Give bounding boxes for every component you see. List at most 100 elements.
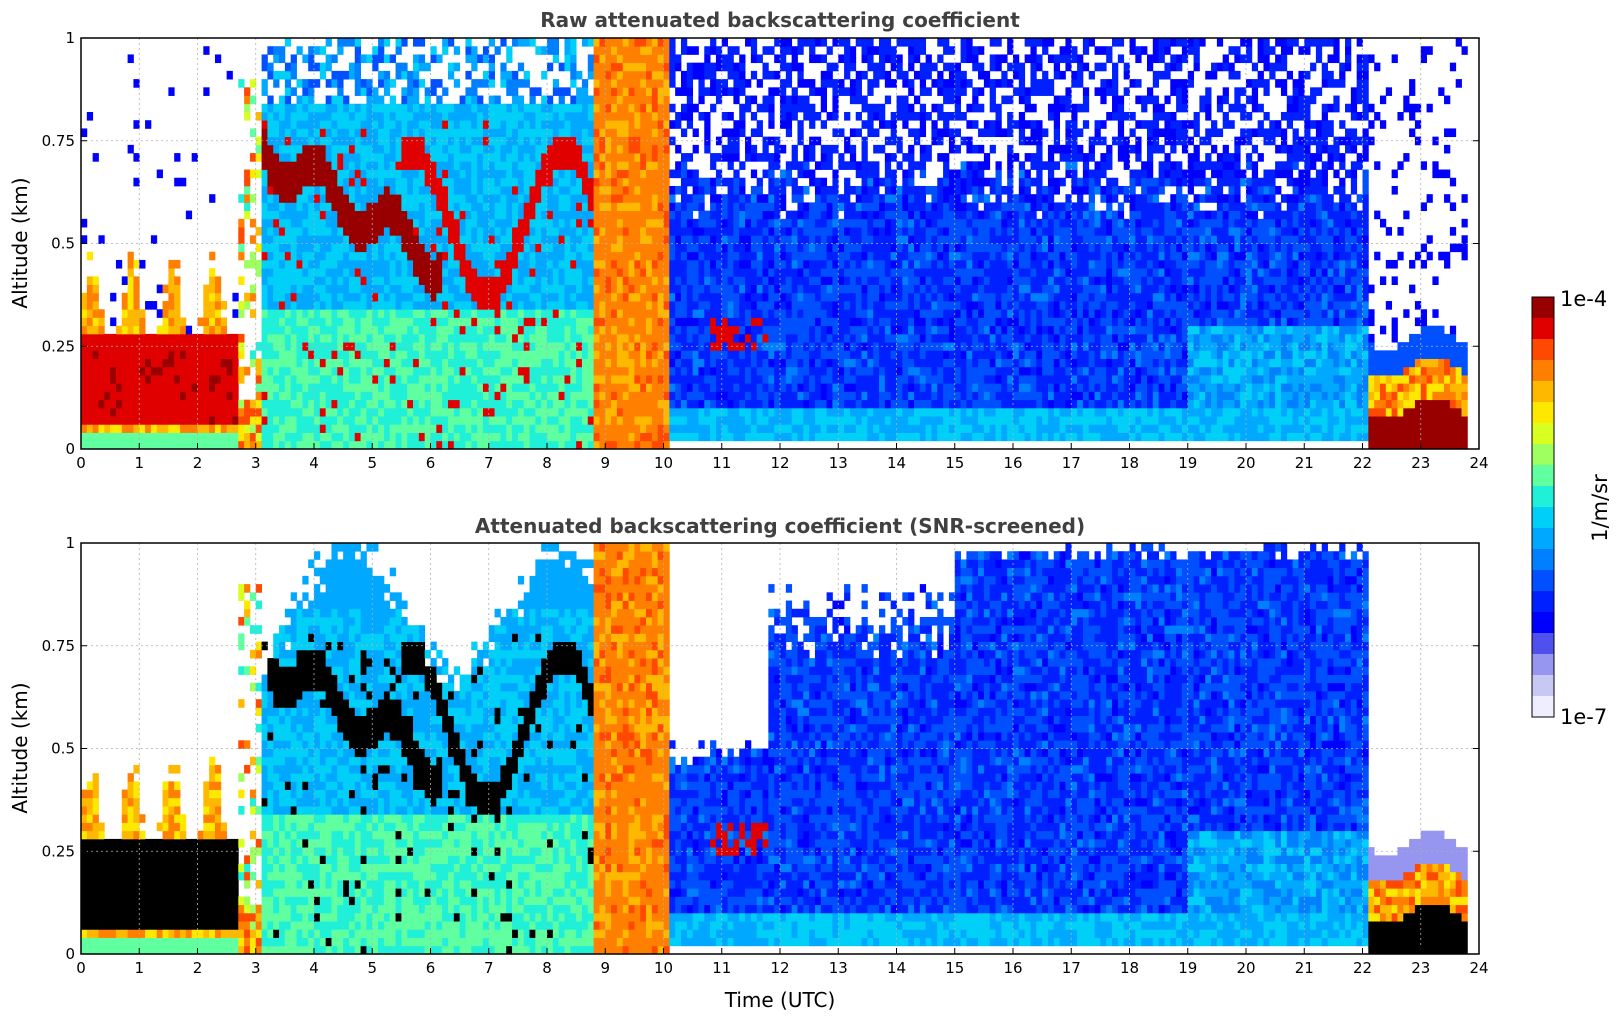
heatmap-cell — [552, 87, 560, 96]
heatmap-cell — [401, 111, 408, 121]
heatmap-cell — [651, 416, 659, 425]
heatmap-cell — [249, 251, 257, 261]
heatmap-cell — [494, 399, 501, 409]
heatmap-cell — [191, 350, 198, 359]
heatmap-cell — [209, 407, 216, 417]
heatmap-cell — [191, 333, 198, 343]
heatmap-cell — [541, 416, 548, 425]
heatmap-cell — [780, 333, 787, 343]
heatmap-cell — [360, 284, 367, 294]
heatmap-cell — [325, 440, 332, 449]
heatmap-cell — [547, 350, 554, 359]
heatmap-cell — [360, 350, 367, 359]
heatmap-cell — [710, 383, 717, 392]
heatmap-cell — [413, 317, 420, 327]
heatmap-cell — [436, 440, 443, 449]
heatmap-cell — [803, 350, 810, 359]
heatmap-cell — [535, 251, 542, 261]
heatmap-cell — [494, 268, 501, 277]
heatmap-cell — [547, 292, 554, 302]
heatmap-cell — [267, 70, 274, 80]
heatmap-cell — [436, 120, 443, 129]
heatmap-cell — [523, 383, 530, 392]
heatmap-cell — [710, 424, 717, 433]
heatmap-cell — [343, 95, 350, 105]
heatmap-cell — [785, 95, 793, 105]
heatmap-cell — [407, 218, 414, 228]
heatmap-cell — [791, 358, 798, 368]
heatmap-cell — [564, 416, 571, 425]
heatmap-cell — [628, 227, 635, 236]
heatmap-cell — [780, 399, 787, 409]
heatmap-cell — [628, 111, 635, 121]
heatmap-cell — [395, 210, 402, 220]
heatmap-cell — [203, 358, 210, 368]
heatmap-cell — [413, 407, 420, 417]
heatmap-cell — [378, 301, 385, 310]
heatmap-cell — [453, 46, 461, 55]
heatmap-cell — [418, 309, 426, 318]
heatmap-cell — [261, 407, 268, 417]
heatmap-cell — [255, 342, 262, 351]
heatmap-cell — [308, 161, 315, 170]
heatmap-cell — [378, 317, 385, 327]
heatmap-cell — [145, 333, 152, 343]
heatmap-cell — [430, 301, 437, 310]
heatmap-cell — [203, 375, 210, 384]
heatmap-cell — [733, 177, 740, 187]
heatmap-cell — [675, 342, 682, 351]
heatmap-cell — [552, 144, 560, 154]
heatmap-cell — [337, 259, 344, 269]
heatmap-cell — [110, 350, 117, 359]
heatmap-cell — [191, 432, 198, 442]
heatmap-cell — [366, 79, 373, 88]
heatmap-cell — [465, 342, 472, 351]
heatmap-cell — [220, 375, 228, 384]
heatmap-cell — [343, 177, 350, 187]
heatmap-cell — [593, 54, 600, 64]
heatmap-cell — [395, 432, 402, 442]
heatmap-cell — [576, 128, 583, 138]
heatmap-cell — [92, 284, 99, 294]
heatmap-cell — [785, 424, 793, 433]
heatmap-cell — [570, 259, 577, 269]
heatmap-cell — [611, 210, 618, 220]
heatmap-cell — [727, 416, 734, 425]
heatmap-cell — [383, 317, 391, 327]
heatmap-cell — [174, 424, 181, 433]
heatmap-cell — [395, 358, 402, 368]
heatmap-cell — [261, 111, 268, 121]
heatmap-cell — [121, 325, 129, 335]
heatmap-cell — [488, 128, 495, 138]
heatmap-cell — [756, 54, 763, 64]
heatmap-cell — [453, 103, 461, 113]
heatmap-cell — [337, 399, 344, 409]
heatmap-cell — [494, 424, 501, 433]
heatmap-cell — [273, 169, 280, 179]
heatmap-cell — [348, 292, 356, 302]
heatmap-cell — [587, 268, 595, 277]
heatmap-cell — [261, 185, 268, 195]
heatmap-cell — [745, 235, 752, 244]
heatmap-cell — [581, 87, 589, 96]
heatmap-cell — [284, 243, 292, 253]
heatmap-cell — [378, 292, 385, 302]
heatmap-cell — [348, 111, 356, 121]
heatmap-cell — [459, 235, 466, 244]
heatmap-cell — [465, 259, 472, 269]
heatmap-cell — [314, 259, 321, 269]
heatmap-cell — [593, 95, 600, 105]
heatmap-cell — [401, 87, 408, 96]
heatmap-cell — [587, 284, 595, 294]
heatmap-cell — [820, 301, 827, 310]
heatmap-cell — [308, 95, 315, 105]
heatmap-cell — [616, 177, 624, 187]
heatmap-cell — [774, 391, 781, 401]
heatmap-cell — [774, 268, 781, 277]
heatmap-cell — [308, 243, 315, 253]
heatmap-cell — [244, 95, 251, 105]
heatmap-cell — [424, 62, 431, 72]
heatmap-cell — [500, 210, 507, 220]
heatmap-cell — [284, 144, 292, 154]
